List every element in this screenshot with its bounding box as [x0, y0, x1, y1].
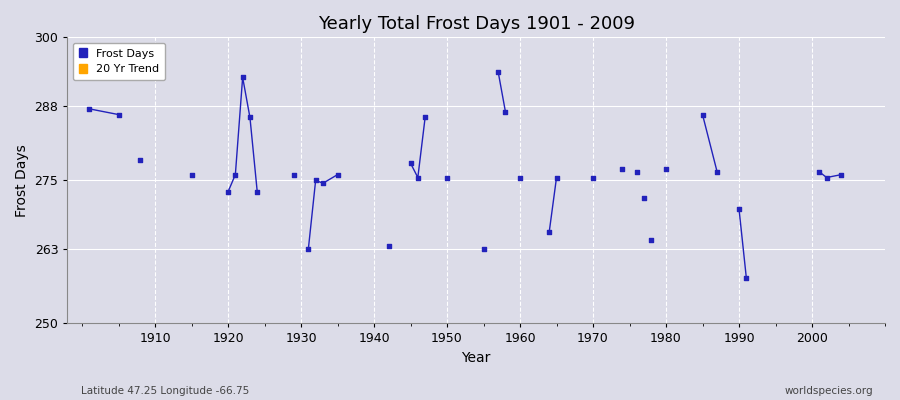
Point	[418, 114, 432, 121]
Point	[184, 172, 199, 178]
Point	[630, 168, 644, 175]
Point	[696, 111, 710, 118]
Title: Yearly Total Frost Days 1901 - 2009: Yearly Total Frost Days 1901 - 2009	[318, 15, 634, 33]
Point	[382, 243, 396, 249]
Point	[236, 74, 250, 80]
Point	[476, 246, 491, 252]
Point	[309, 177, 323, 184]
Point	[250, 189, 265, 195]
Point	[243, 114, 257, 121]
Point	[491, 68, 505, 75]
Point	[440, 174, 454, 181]
Point	[739, 274, 753, 281]
Point	[732, 206, 746, 212]
Point	[286, 172, 301, 178]
Point	[710, 168, 724, 175]
Point	[659, 166, 673, 172]
Point	[316, 180, 330, 186]
Point	[220, 189, 235, 195]
Point	[82, 106, 96, 112]
Point	[133, 157, 148, 164]
Point	[819, 174, 833, 181]
Legend: Frost Days, 20 Yr Trend: Frost Days, 20 Yr Trend	[73, 43, 165, 80]
Point	[228, 172, 242, 178]
Point	[615, 166, 629, 172]
Point	[112, 111, 126, 118]
Point	[644, 237, 659, 244]
Point	[513, 174, 527, 181]
Point	[410, 174, 425, 181]
Point	[637, 194, 652, 201]
Point	[330, 172, 345, 178]
Point	[834, 172, 849, 178]
Point	[549, 174, 563, 181]
Y-axis label: Frost Days: Frost Days	[15, 144, 29, 217]
Text: Latitude 47.25 Longitude -66.75: Latitude 47.25 Longitude -66.75	[81, 386, 249, 396]
Point	[302, 246, 316, 252]
Point	[812, 168, 826, 175]
Text: worldspecies.org: worldspecies.org	[785, 386, 873, 396]
Point	[499, 108, 513, 115]
Point	[542, 229, 556, 235]
Point	[403, 160, 418, 166]
Point	[586, 174, 600, 181]
X-axis label: Year: Year	[462, 351, 490, 365]
